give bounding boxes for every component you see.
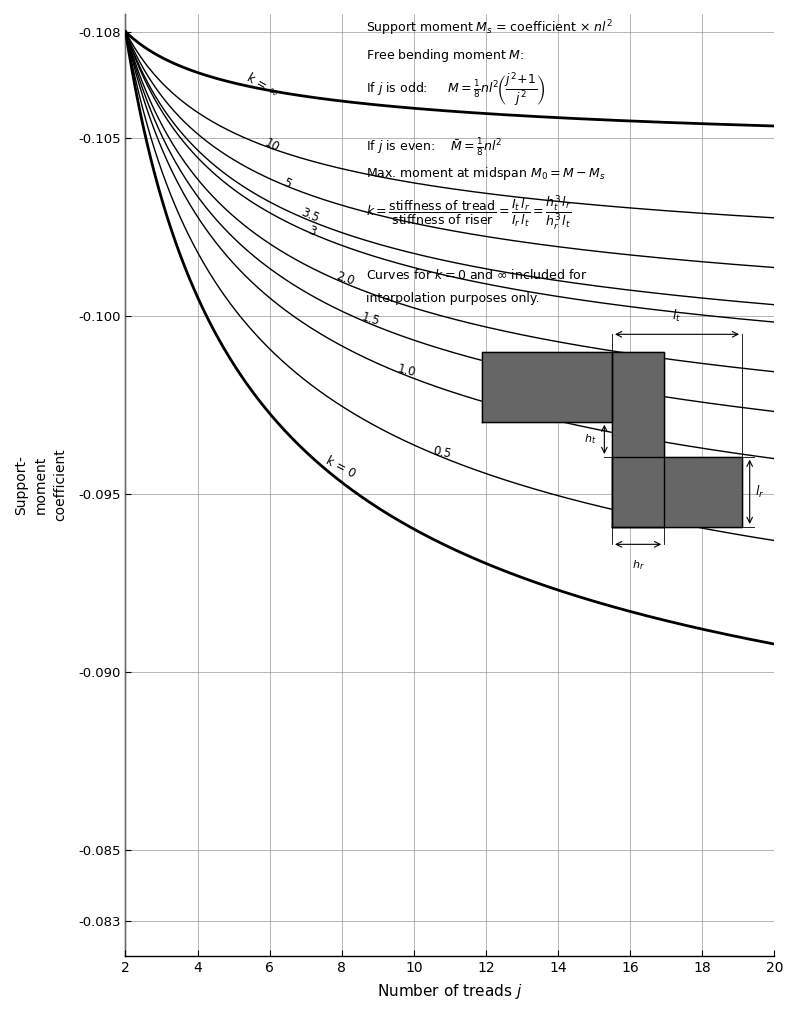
Text: 1.5: 1.5 [359,311,382,328]
Text: 5: 5 [281,176,292,191]
Text: Max. moment at midspan $M_0 = M - M_s$: Max. moment at midspan $M_0 = M - M_s$ [366,164,605,182]
Text: Curves for $k = 0$ and $\infty$ included for: Curves for $k = 0$ and $\infty$ included… [366,268,587,282]
Text: 10: 10 [262,136,281,154]
Text: If $j$ is even:    $\bar{M} = \frac{1}{8}nl^2$: If $j$ is even: $\bar{M} = \frac{1}{8}nl… [366,136,502,158]
X-axis label: Number of treads $j$: Number of treads $j$ [377,983,523,1001]
Text: $k = \dfrac{\mathrm{stiffness\ of\ tread}}{\mathrm{stiffness\ of\ riser}} = \dfr: $k = \dfrac{\mathrm{stiffness\ of\ tread… [366,193,571,231]
Y-axis label: Support-
moment
coefficient: Support- moment coefficient [14,449,67,522]
Text: 1.0: 1.0 [396,362,417,380]
Text: Support moment $M_s$ = coefficient $\times$ $nl^2$: Support moment $M_s$ = coefficient $\tim… [366,18,612,39]
Text: Free bending moment $M$:: Free bending moment $M$: [366,47,524,64]
Text: If $j$ is odd:     $M = \frac{1}{8}nl^2\!\left(\dfrac{j^2\!+\!1}{j^2}\right)$: If $j$ is odd: $M = \frac{1}{8}nl^2\!\le… [366,70,545,109]
Text: 3: 3 [306,223,317,239]
Text: 0.5: 0.5 [432,445,453,461]
Text: 3.5: 3.5 [299,206,320,225]
Text: k = 0: k = 0 [324,455,358,481]
Text: 2.0: 2.0 [335,270,356,288]
Text: k = ∞: k = ∞ [245,71,281,99]
Text: interpolation purposes only.: interpolation purposes only. [366,292,539,304]
